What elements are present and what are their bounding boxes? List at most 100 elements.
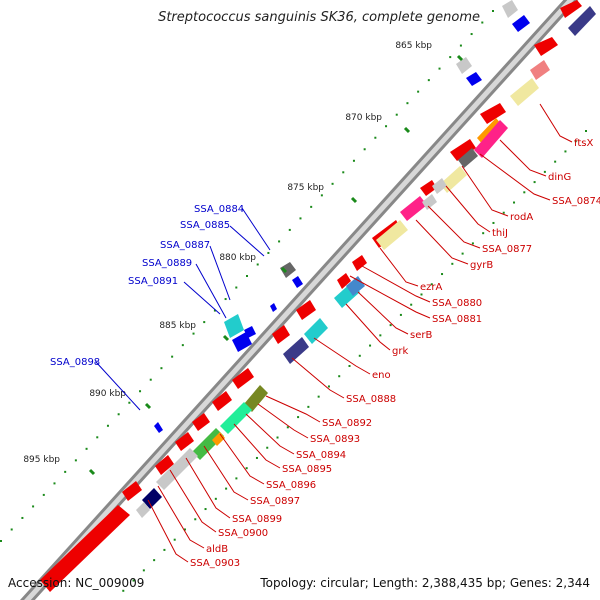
feature-block-navy bbox=[568, 6, 596, 36]
tick-dot bbox=[574, 140, 577, 143]
forward-cds bbox=[534, 37, 558, 56]
scale-tick-mark bbox=[350, 196, 358, 204]
leader-line bbox=[183, 281, 221, 315]
tick-dot bbox=[181, 344, 184, 347]
gene-label-left: SSA_0884 bbox=[194, 204, 244, 215]
tick-dot bbox=[235, 477, 238, 480]
tick-dot bbox=[96, 436, 99, 439]
reverse-cds bbox=[232, 332, 252, 352]
leader-line bbox=[313, 337, 371, 375]
scale-ticks: 865 kbp 870 kbp 875 kbp 880 kbp 885 kbp 890 k… bbox=[23, 41, 464, 476]
leader-line bbox=[291, 357, 345, 399]
tick-dot bbox=[286, 426, 289, 429]
accession-value: NC_009009 bbox=[75, 576, 145, 590]
leader-line bbox=[361, 265, 431, 303]
tick-dot bbox=[320, 194, 323, 197]
tick-dot bbox=[492, 10, 494, 12]
topology-label: Topology: bbox=[260, 576, 317, 590]
tick-dot bbox=[64, 470, 67, 473]
forward-cds bbox=[122, 481, 142, 501]
tick-dot bbox=[585, 130, 587, 132]
tick-dot bbox=[406, 102, 409, 105]
reverse-cds bbox=[224, 314, 244, 338]
leader-line bbox=[169, 469, 217, 533]
forward-cds bbox=[420, 180, 437, 196]
leader-line bbox=[445, 185, 491, 233]
tick-dot bbox=[533, 181, 536, 184]
tick-dot bbox=[10, 528, 13, 531]
gene-label-right: aldB bbox=[206, 544, 228, 555]
genes-label: Genes: bbox=[509, 576, 552, 590]
leader-line bbox=[427, 205, 481, 249]
tick-dot bbox=[327, 385, 330, 388]
scale-tick-label: 890 kbp bbox=[89, 389, 126, 399]
forward-cds bbox=[272, 325, 290, 344]
tick-dot bbox=[338, 375, 341, 378]
tick-dot bbox=[492, 221, 495, 224]
tick-dot bbox=[204, 508, 207, 511]
feature-blocks bbox=[136, 6, 596, 518]
leader-line bbox=[185, 457, 231, 519]
tick-dot bbox=[276, 436, 279, 439]
tick-dot bbox=[42, 493, 45, 496]
tick-dot bbox=[255, 456, 258, 459]
tick-dot bbox=[163, 548, 166, 551]
tick-dot bbox=[153, 559, 156, 562]
tick-dot bbox=[331, 182, 334, 185]
reverse-cds bbox=[244, 326, 256, 338]
gene-label-right: SSA_0893 bbox=[310, 434, 360, 445]
reverse-cds-track bbox=[154, 0, 518, 433]
tick-dot bbox=[128, 401, 131, 404]
tick-dot bbox=[481, 21, 484, 24]
gene-label-right: SSA_0892 bbox=[322, 418, 372, 429]
tick-dot bbox=[74, 459, 77, 462]
leader-line bbox=[157, 485, 205, 549]
gene-label-right: SSA_0899 bbox=[232, 514, 282, 525]
forward-cds bbox=[40, 505, 130, 592]
tick-dot bbox=[0, 540, 2, 542]
tick-dot bbox=[317, 395, 320, 398]
tick-dot bbox=[389, 324, 392, 327]
tick-dot bbox=[441, 273, 444, 276]
leader-line bbox=[265, 395, 321, 423]
accession-label: Accession: bbox=[8, 576, 72, 590]
length-value: 2,388,435 bp bbox=[421, 576, 502, 590]
tick-dot bbox=[482, 232, 485, 235]
gene-label-right: SSA_0896 bbox=[266, 480, 316, 491]
forward-cds bbox=[296, 300, 316, 320]
feature-block-lightgray bbox=[422, 194, 437, 210]
tick-dot bbox=[471, 242, 474, 245]
leader-line bbox=[209, 245, 231, 301]
gene-label-right: serB bbox=[410, 330, 432, 341]
tick-dot bbox=[173, 538, 176, 541]
feature-block-magenta bbox=[400, 196, 427, 221]
left-gene-labels: SSA_0884 SSA_0885 SSA_0887 SSA_0889 SSA_0891… bbox=[50, 204, 271, 411]
tick-dot bbox=[225, 487, 228, 490]
tick-dot bbox=[420, 293, 423, 296]
reverse-cds bbox=[280, 262, 296, 278]
forward-cds bbox=[560, 0, 582, 18]
tick-dot bbox=[267, 251, 270, 254]
reverse-cds bbox=[292, 276, 303, 288]
tick-dot bbox=[310, 205, 313, 208]
leader-line bbox=[195, 263, 227, 319]
feature-block-blue bbox=[512, 15, 530, 32]
gene-label-right: SSA_0897 bbox=[250, 496, 300, 507]
accession-info: Accession: NC_009009 bbox=[8, 576, 144, 590]
feature-block-magenta bbox=[474, 120, 508, 158]
tick-dot bbox=[438, 67, 441, 70]
tick-dot bbox=[379, 334, 382, 337]
gene-label-right: ezrA bbox=[420, 282, 443, 293]
reverse-cds bbox=[502, 0, 518, 18]
tick-dot bbox=[470, 33, 473, 36]
tick-dot bbox=[213, 309, 216, 312]
tick-dot bbox=[374, 136, 377, 139]
tick-dot bbox=[461, 252, 464, 255]
tick-dot bbox=[21, 516, 24, 519]
genome-summary: Topology: circular; Length: 2,388,435 bp… bbox=[260, 576, 590, 590]
feature-block-lightgray bbox=[156, 448, 198, 490]
leader-line bbox=[461, 165, 509, 217]
tick-dot bbox=[430, 283, 433, 286]
feature-block-mint bbox=[220, 402, 252, 434]
